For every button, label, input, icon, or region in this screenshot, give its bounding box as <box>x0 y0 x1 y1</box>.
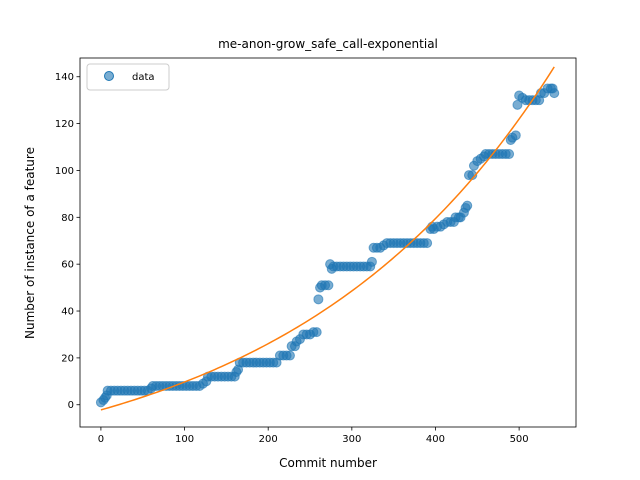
fit-line <box>100 66 555 411</box>
y-tick-label: 140 <box>55 72 74 83</box>
axes-frame <box>79 57 577 428</box>
data-point <box>512 99 523 110</box>
x-tick-label: 500 <box>510 434 529 445</box>
x-tick-label: 300 <box>342 434 361 445</box>
x-tick-label: 200 <box>259 434 278 445</box>
y-tick-label: 100 <box>55 166 74 177</box>
legend-label-data: data <box>132 72 155 83</box>
x-tick-label: 0 <box>98 434 104 445</box>
y-tick-label: 20 <box>61 353 74 364</box>
x-tick-label: 400 <box>426 434 445 445</box>
data-point <box>366 256 377 267</box>
plot-area <box>79 57 577 428</box>
y-tick-label: 40 <box>61 307 74 318</box>
legend-marker <box>104 71 114 81</box>
data-point <box>323 280 334 291</box>
y-tick-label: 80 <box>61 213 74 224</box>
x-tick-label: 100 <box>175 434 194 445</box>
y-tick-label: 120 <box>55 119 74 130</box>
x-axis: 0 100 200 300 400 500 <box>98 427 529 445</box>
y-tick-label: 0 <box>68 400 74 411</box>
data-point <box>311 327 322 338</box>
data-point <box>313 294 324 305</box>
x-axis-label: Commit number <box>279 456 377 470</box>
data-point <box>504 149 515 160</box>
data-point <box>422 238 433 249</box>
legend: data <box>86 63 170 91</box>
data-point <box>510 130 521 141</box>
data-point <box>284 350 295 361</box>
legend-box <box>86 63 170 91</box>
data-point <box>549 88 560 99</box>
y-tick-label: 60 <box>61 260 74 271</box>
y-axis: 0 20 40 60 80 100 120 140 <box>55 72 80 411</box>
y-axis-label: Number of instance of a feature <box>23 147 37 339</box>
data-point <box>462 200 473 211</box>
chart-title: me-anon-grow_safe_call-exponential <box>218 37 438 51</box>
